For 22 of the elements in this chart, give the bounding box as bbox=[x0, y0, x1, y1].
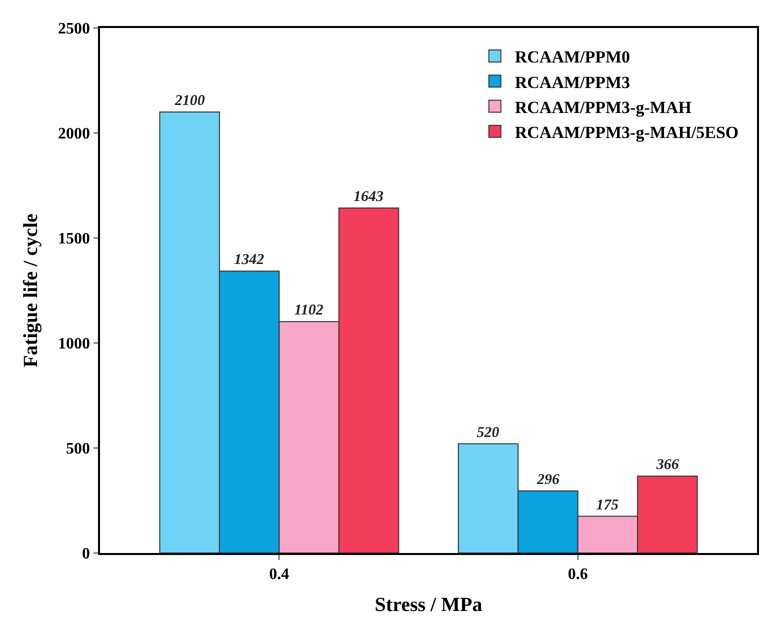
data-label: 520 bbox=[476, 424, 500, 441]
data-label: 1643 bbox=[354, 188, 384, 205]
data-label: 1102 bbox=[294, 302, 324, 319]
y-tick-label: 1000 bbox=[58, 336, 90, 353]
legend-label: RCAAM/PPM3 bbox=[514, 72, 630, 92]
legend-label: RCAAM/PPM3-g-MAH/5ESO bbox=[514, 122, 739, 142]
x-tick-label: 0.6 bbox=[568, 566, 588, 583]
data-label: 366 bbox=[655, 457, 680, 474]
x-tick-label: 0.4 bbox=[269, 566, 290, 583]
data-label: 175 bbox=[596, 497, 620, 514]
y-tick-label: 2500 bbox=[58, 20, 90, 38]
data-label: 1342 bbox=[234, 252, 265, 268]
y-tick-label: 1500 bbox=[58, 230, 90, 248]
y-tick-label: 500 bbox=[66, 440, 90, 458]
y-axis-title: Fatigue life / cycle bbox=[20, 213, 42, 368]
legend-label: RCAAM/PPM3-g-MAH bbox=[514, 98, 692, 117]
y-tick-label: 2000 bbox=[58, 126, 90, 143]
y-tick-label: 0 bbox=[82, 546, 90, 563]
data-label: 2100 bbox=[174, 93, 206, 109]
data-label: 296 bbox=[536, 472, 560, 488]
legend-label: RCAAM/PPM0 bbox=[514, 48, 630, 67]
x-axis-title: Stress / MPa bbox=[374, 594, 482, 616]
